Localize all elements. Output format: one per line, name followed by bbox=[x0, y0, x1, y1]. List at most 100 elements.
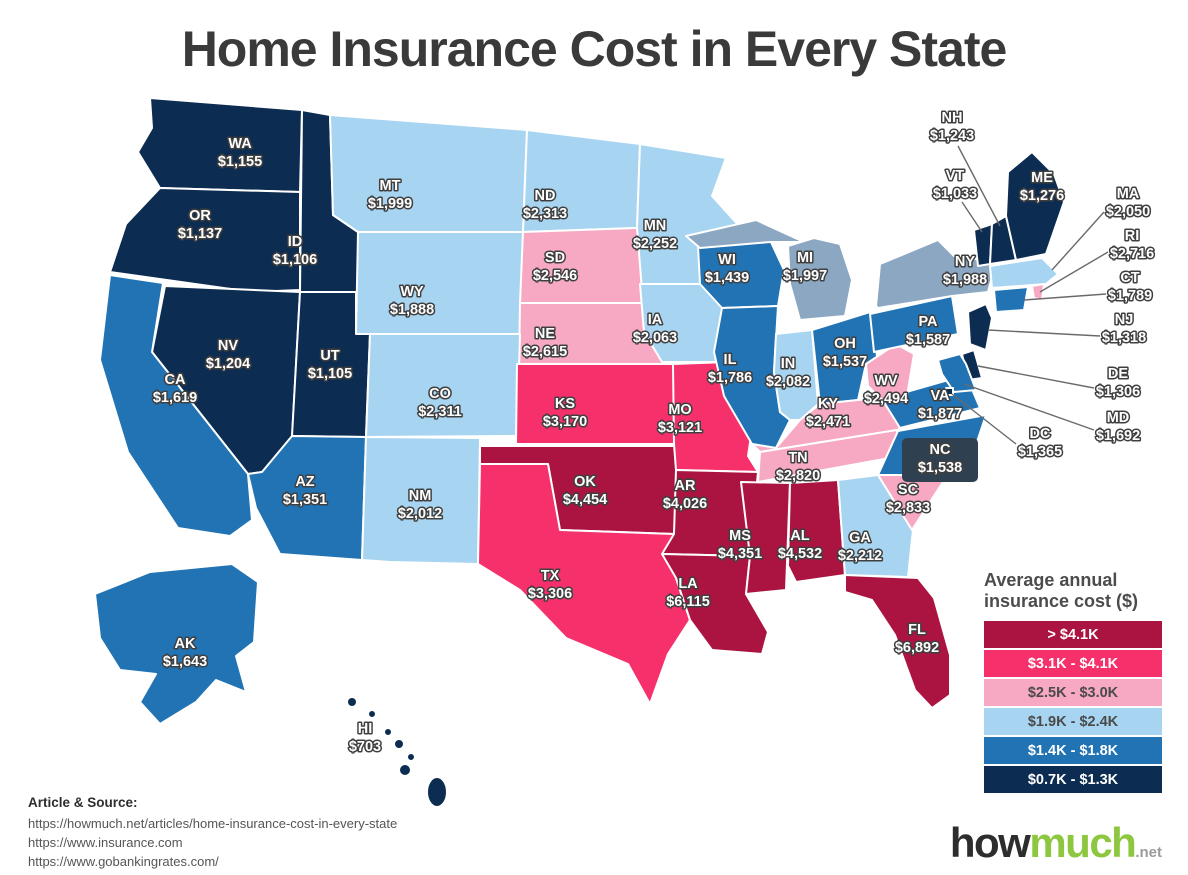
state-HI-big-island bbox=[426, 776, 448, 808]
legend-rows: > $4.1K $3.1K - $4.1K $2.5K - $3.0K $1.9K -… bbox=[984, 621, 1162, 794]
state-label-MD: MD $1,692 bbox=[1096, 410, 1140, 444]
state-label-MS: MS $4,351 bbox=[718, 528, 762, 562]
state-MT bbox=[329, 114, 528, 233]
legend-title: Average annual insurance cost ($) bbox=[984, 570, 1162, 612]
state-label-MO: MO $3,121 bbox=[658, 402, 702, 436]
page-title: Home Insurance Cost in Every State bbox=[181, 21, 1008, 77]
leader-ma bbox=[1051, 211, 1105, 271]
state-HI-island bbox=[346, 696, 358, 708]
source-label: Article & Source: bbox=[28, 795, 138, 810]
legend-row-b1: > $4.1K bbox=[984, 621, 1162, 649]
source-link-1: https://howmuch.net/articles/home-insura… bbox=[28, 815, 398, 831]
state-WY bbox=[355, 231, 524, 335]
state-WA bbox=[137, 97, 303, 193]
state-label-AZ: AZ $1,351 bbox=[283, 474, 327, 508]
state-label-AR: AR $4,026 bbox=[663, 478, 707, 512]
state-label-WA: WA $1,155 bbox=[218, 136, 262, 170]
state-label-NY: NY $1,988 bbox=[943, 254, 987, 288]
state-label-MI: MI $1,997 bbox=[783, 250, 827, 284]
state-CA bbox=[99, 274, 253, 537]
nc-label-box bbox=[902, 438, 978, 482]
leader-de bbox=[977, 365, 1095, 389]
state-KS bbox=[515, 363, 677, 445]
state-NM bbox=[361, 436, 481, 565]
state-label-WV: WV $2,494 bbox=[864, 373, 908, 407]
footer-sources: Article & Source: https://howmuch.net/ar… bbox=[28, 794, 397, 870]
state-RI bbox=[1031, 283, 1045, 301]
state-label-CT: CT $1,789 bbox=[1108, 270, 1152, 304]
leader-nj bbox=[987, 329, 1101, 337]
state-label-AL: AL $4,532 bbox=[778, 528, 822, 562]
legend-title-line2: insurance cost ($) bbox=[984, 591, 1139, 612]
state-label-OR: OR $1,137 bbox=[178, 208, 222, 242]
state-label-UT: UT $1,105 bbox=[308, 348, 352, 382]
state-label-IN: IN $2,082 bbox=[766, 356, 810, 390]
state-HI-island bbox=[393, 738, 405, 750]
leader-vt bbox=[961, 201, 983, 233]
state-label-ID: ID $1,106 bbox=[273, 234, 317, 268]
state-AK bbox=[94, 563, 259, 725]
state-label-WI: WI $1,439 bbox=[705, 252, 749, 286]
state-label-CO: CO $2,311 bbox=[418, 386, 462, 420]
state-label-SD: SD $2,546 bbox=[533, 250, 577, 284]
state-MA bbox=[989, 257, 1059, 289]
state-label-MA: MA $2,050 bbox=[1106, 186, 1150, 220]
state-label-OH: OH $1,537 bbox=[823, 336, 867, 370]
state-label-TN: TN $2,820 bbox=[776, 450, 820, 484]
logo-suffix: .net bbox=[1135, 844, 1162, 861]
state-label-IL: IL $1,786 bbox=[708, 352, 752, 386]
state-labels-layer: WA $1,155 OR $1,137 ID $1,106 MT $1,999 ND $2,313… bbox=[151, 109, 1155, 757]
state-label-GA: GA $2,212 bbox=[838, 530, 882, 564]
state-label-IA: IA $2,063 bbox=[633, 312, 677, 346]
state-AL bbox=[787, 479, 846, 583]
state-label-DC: DC $1,365 bbox=[1018, 426, 1062, 460]
leader-ct bbox=[1023, 293, 1107, 301]
state-label-NC: NC $1,538 bbox=[918, 442, 962, 476]
state-label-LA: LA $6,115 bbox=[666, 576, 710, 610]
state-label-RI: RI $2,716 bbox=[1110, 228, 1154, 262]
state-label-AK: AK $1,643 bbox=[163, 636, 207, 670]
state-label-KS: KS $3,170 bbox=[543, 396, 587, 430]
state-label-ND: ND $2,313 bbox=[523, 188, 567, 222]
state-DC bbox=[945, 387, 954, 396]
leader-ri bbox=[1039, 251, 1109, 293]
state-MD bbox=[937, 353, 977, 393]
state-label-VA: VA $1,877 bbox=[918, 388, 962, 422]
leader-md bbox=[963, 383, 1095, 431]
state-label-MT: MT $1,999 bbox=[368, 178, 412, 212]
state-label-OK: OK $4,454 bbox=[563, 474, 607, 508]
logo-part2: much bbox=[1029, 819, 1137, 866]
state-FL bbox=[844, 574, 951, 709]
map-legend: Average annual insurance cost ($) > $4.1… bbox=[984, 570, 1162, 794]
state-label-ME: ME $1,276 bbox=[1020, 170, 1064, 204]
state-ME bbox=[1005, 151, 1065, 261]
state-GA bbox=[837, 474, 914, 578]
state-label-NM: NM $2,012 bbox=[398, 488, 442, 522]
state-CT bbox=[993, 286, 1029, 313]
legend-row-b6: $0.7K - $1.3K bbox=[984, 766, 1162, 794]
state-label-VT: VT $1,033 bbox=[933, 168, 977, 202]
source-link-2: https://www.insurance.com bbox=[28, 834, 183, 850]
state-MS bbox=[740, 481, 791, 595]
legend-row-b5: $1.4K - $1.8K bbox=[984, 737, 1162, 765]
state-NJ bbox=[967, 303, 993, 351]
state-HI-island bbox=[367, 709, 377, 719]
logo-part1: how bbox=[949, 819, 1031, 866]
state-TX bbox=[477, 463, 691, 705]
state-label-NJ: NJ $1,318 bbox=[1102, 312, 1146, 346]
state-label-NH: NH $1,243 bbox=[930, 110, 974, 144]
state-PA bbox=[869, 295, 959, 353]
state-MI-upper-peninsula bbox=[685, 219, 805, 249]
legend-title-line1: Average annual bbox=[984, 570, 1118, 590]
state-label-NV: NV $1,204 bbox=[206, 338, 250, 372]
state-label-WY: WY $1,888 bbox=[390, 284, 434, 318]
legend-row-b4: $1.9K - $2.4K bbox=[984, 708, 1162, 736]
state-label-KY: KY $2,471 bbox=[806, 396, 850, 430]
source-link-3: https://www.gobankingrates.com/ bbox=[28, 854, 219, 870]
legend-row-b2: $3.1K - $4.1K bbox=[984, 650, 1162, 678]
state-label-CA: CA $1,619 bbox=[153, 372, 197, 406]
howmuch-logo: howmuch.net bbox=[950, 819, 1162, 867]
state-MI-lower-peninsula bbox=[787, 237, 853, 321]
state-SD bbox=[519, 227, 644, 304]
